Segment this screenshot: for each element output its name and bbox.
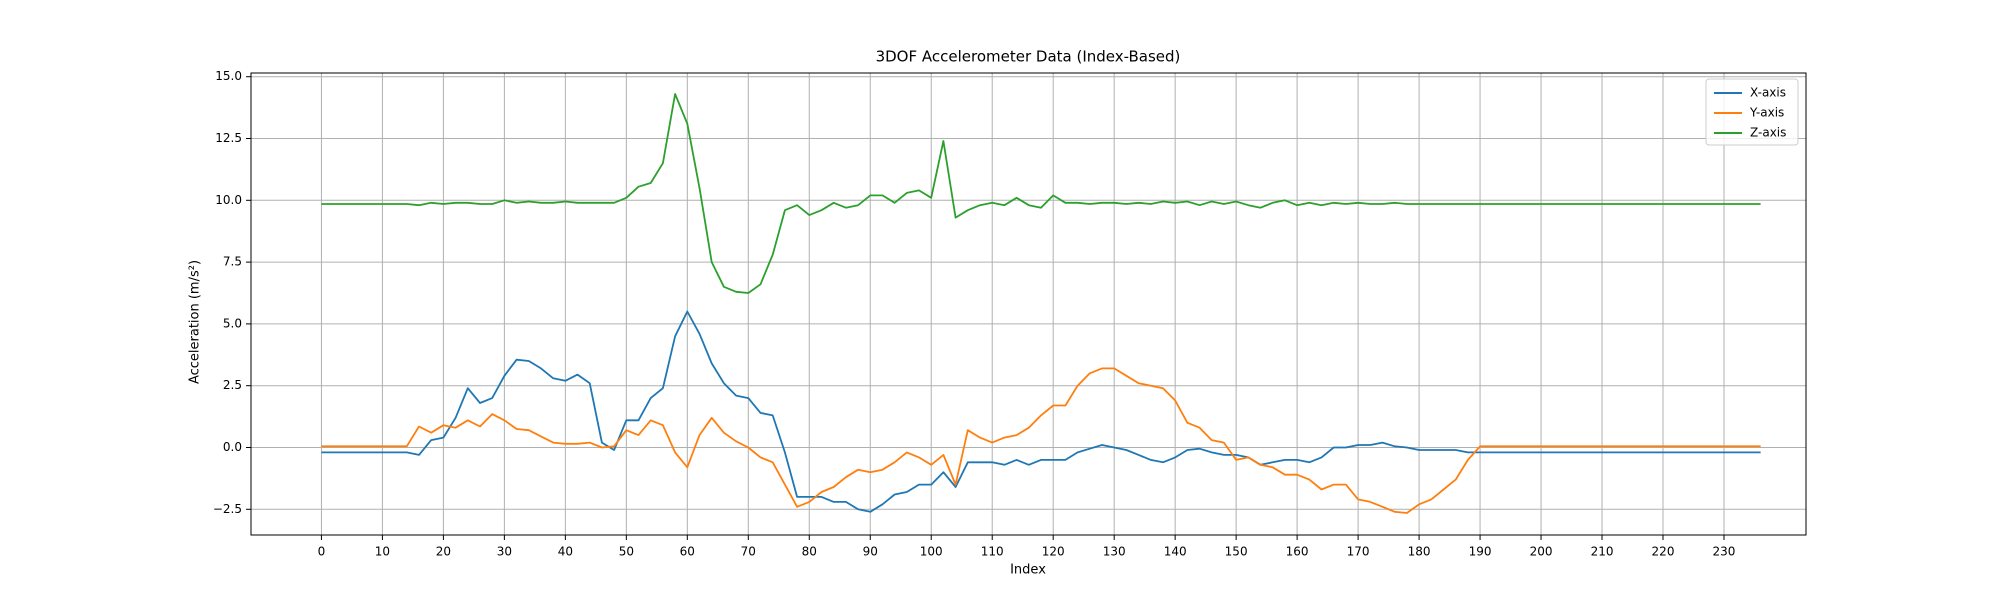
x-tick-label: 140 xyxy=(1164,545,1187,559)
x-tick-label: 230 xyxy=(1713,545,1736,559)
x-tick-label: 130 xyxy=(1103,545,1126,559)
series-line xyxy=(321,367,1761,514)
x-tick-label: 210 xyxy=(1591,545,1614,559)
x-tick-label: 200 xyxy=(1530,545,1553,559)
x-tick-label: 190 xyxy=(1469,545,1492,559)
x-tick-label: 30 xyxy=(497,545,512,559)
x-tick-label: 150 xyxy=(1225,545,1248,559)
y-tick-label: 5.0 xyxy=(223,316,242,330)
x-tick-label: 160 xyxy=(1286,545,1309,559)
chart-title: 3DOF Accelerometer Data (Index-Based) xyxy=(876,48,1181,66)
series-line xyxy=(321,93,1761,294)
legend-label: Z-axis xyxy=(1750,126,1786,140)
x-tick-label: 50 xyxy=(619,545,634,559)
x-tick-label: 120 xyxy=(1042,545,1065,559)
y-tick-label: 7.5 xyxy=(223,255,242,269)
x-tick-label: 100 xyxy=(920,545,943,559)
x-tick-label: 70 xyxy=(741,545,756,559)
series-line xyxy=(321,310,1761,513)
y-tick-label: −2.5 xyxy=(213,502,242,516)
y-tick-label: 15.0 xyxy=(215,69,242,83)
x-tick-label: 20 xyxy=(436,545,451,559)
x-tick-label: 60 xyxy=(680,545,695,559)
x-tick-label: 10 xyxy=(375,545,390,559)
x-tick-label: 40 xyxy=(558,545,573,559)
legend-label: X-axis xyxy=(1750,86,1786,100)
x-tick-label: 0 xyxy=(318,545,326,559)
x-tick-label: 180 xyxy=(1408,545,1431,559)
x-tick-label: 80 xyxy=(802,545,817,559)
y-tick-label: 2.5 xyxy=(223,378,242,392)
y-tick-label: 0.0 xyxy=(223,440,242,454)
y-tick-label: 12.5 xyxy=(215,131,242,145)
x-tick-label: 90 xyxy=(863,545,878,559)
x-axis-label: Index xyxy=(1010,563,1046,578)
legend-label: Y-axis xyxy=(1749,106,1784,120)
legend-box xyxy=(1705,78,1799,146)
y-axis-label: Acceleration (m/s²) xyxy=(188,260,203,384)
plot-frame xyxy=(250,72,1807,536)
x-tick-label: 220 xyxy=(1652,545,1675,559)
x-tick-label: 170 xyxy=(1347,545,1370,559)
y-tick-label: 10.0 xyxy=(215,193,242,207)
x-tick-label: 110 xyxy=(981,545,1004,559)
